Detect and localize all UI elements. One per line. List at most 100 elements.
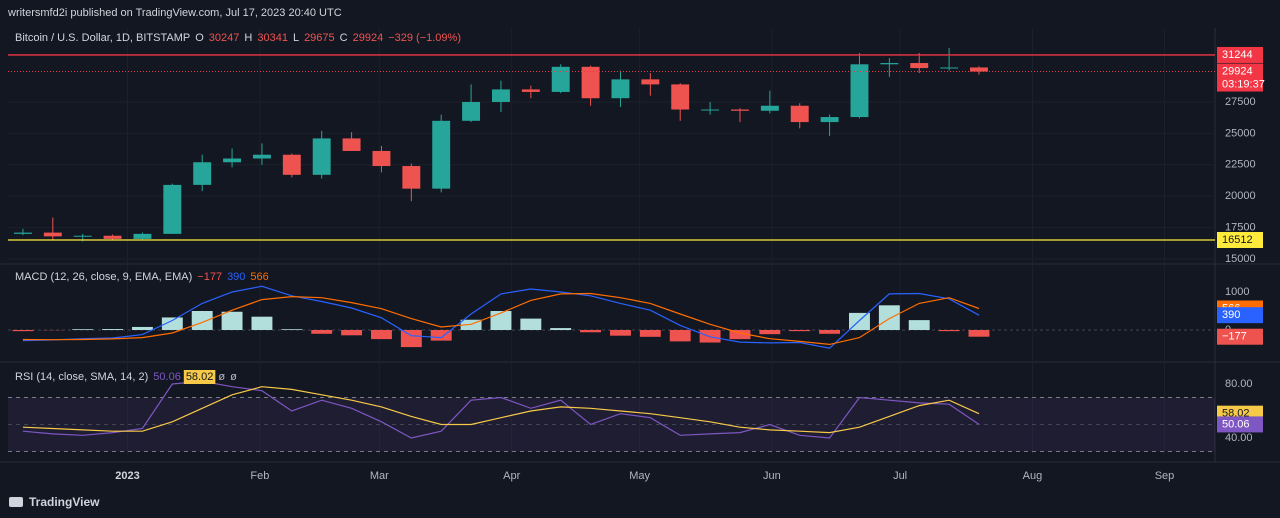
indicator-line <box>22 386 980 434</box>
candle-body <box>372 150 391 167</box>
candle-body <box>940 67 959 69</box>
histogram-bar <box>430 329 452 341</box>
legend-text: L <box>293 32 299 44</box>
indicator-line <box>22 292 980 346</box>
y-tick-label: 40.00 <box>1225 432 1253 444</box>
legend-text: 29675 <box>304 32 335 44</box>
x-tick-label: 2023 <box>115 470 139 482</box>
axis-badge <box>1217 231 1263 248</box>
axis-badge-label: −177 <box>1222 331 1247 343</box>
legend-text: RSI (14, close, SMA, 14, 2) <box>15 371 148 383</box>
legend-text: −177 <box>197 271 222 283</box>
legend-text: 58.02 <box>186 371 214 383</box>
candle-body <box>641 79 660 85</box>
histogram-bar <box>102 329 124 330</box>
histogram-bar <box>370 329 392 340</box>
candle-body <box>880 63 899 65</box>
indicator-line <box>22 285 980 349</box>
histogram-bar <box>161 317 183 330</box>
histogram-bar <box>131 326 153 330</box>
candle-body <box>910 63 929 69</box>
candle-body <box>43 232 62 237</box>
legend-text: 30247 <box>209 32 240 44</box>
histogram-bar <box>520 318 542 330</box>
candle-body <box>133 233 152 239</box>
legend-text: C <box>340 32 348 44</box>
candle-body <box>402 166 421 189</box>
legend-text: 50.06 <box>153 371 181 383</box>
brand-name: TradingView <box>29 495 100 509</box>
axis-badge-label: 31244 <box>1222 49 1253 61</box>
legend-text: ø <box>230 371 237 383</box>
candle-body <box>731 109 749 111</box>
legend-text: H <box>244 32 252 44</box>
x-tick-label: Jun <box>763 470 781 482</box>
last-price-label: 29924 <box>1222 65 1253 77</box>
countdown-label: 03:19:37 <box>1222 78 1265 90</box>
candle-body <box>970 67 988 72</box>
last-price-badge <box>1217 63 1263 92</box>
candle-body <box>790 105 809 123</box>
histogram-bar <box>550 328 572 330</box>
x-tick-label: Apr <box>503 470 520 482</box>
y-tick-label: 27500 <box>1225 96 1256 108</box>
histogram-bar <box>72 329 94 330</box>
legend-text: MACD (12, 26, close, 9, EMA, EMA) <box>15 271 192 283</box>
candle-body <box>820 117 839 123</box>
histogram-bar <box>938 329 960 332</box>
candle-body <box>521 89 540 92</box>
histogram-bar <box>311 329 333 334</box>
brand-logo <box>9 497 23 507</box>
histogram-bar <box>759 329 781 335</box>
candle-body <box>163 184 182 234</box>
histogram-bar <box>878 305 900 330</box>
candle-body <box>581 66 600 99</box>
y-tick-label: 20000 <box>1225 190 1256 202</box>
legend-badge <box>183 370 216 384</box>
axis-badge-label: 50.06 <box>1222 418 1250 430</box>
histogram-bar <box>221 311 243 330</box>
candle-body <box>282 154 301 175</box>
axis-badge-label: 390 <box>1222 309 1240 321</box>
candle-body <box>760 105 779 111</box>
candle-body <box>491 89 510 102</box>
histogram-bar <box>669 329 691 342</box>
indicator-line <box>22 380 980 439</box>
candle-body <box>13 232 32 234</box>
histogram-bar <box>251 316 273 330</box>
histogram-bar <box>610 329 631 336</box>
candle-body <box>701 109 720 111</box>
histogram-bar <box>341 329 363 336</box>
candle-body <box>342 138 361 151</box>
histogram-bar <box>789 329 811 332</box>
histogram-bar <box>729 329 751 340</box>
legend-text: Bitcoin / U.S. Dollar, 1D, BITSTAMP <box>15 32 190 44</box>
candle-body <box>551 66 570 92</box>
candle-body <box>671 84 690 110</box>
candle-body <box>432 120 451 189</box>
histogram-bar <box>281 329 303 330</box>
candle-body <box>611 79 630 99</box>
x-tick-label: Feb <box>250 470 269 482</box>
legend-text: O <box>195 32 204 44</box>
y-tick-label: 25000 <box>1225 127 1256 139</box>
histogram-bar <box>12 329 34 332</box>
histogram-bar <box>819 329 841 334</box>
legend-text: ø <box>218 371 225 383</box>
histogram-bar <box>908 320 930 330</box>
candle-body <box>850 64 869 118</box>
candle-body <box>103 235 122 239</box>
legend-text: 390 <box>227 271 245 283</box>
candle-body <box>73 235 92 237</box>
y-tick-label: 15000 <box>1225 253 1256 265</box>
candle-body <box>223 158 242 163</box>
candle-body <box>252 154 271 159</box>
x-tick-label: Mar <box>370 470 389 482</box>
histogram-bar <box>191 310 213 330</box>
x-tick-label: Jul <box>893 470 907 482</box>
publisher: writersmfd2i published on TradingView.co… <box>7 7 342 19</box>
axis-badge <box>1217 46 1263 63</box>
axis-badge-label: 16512 <box>1222 234 1253 246</box>
brand: TradingView <box>9 495 100 509</box>
